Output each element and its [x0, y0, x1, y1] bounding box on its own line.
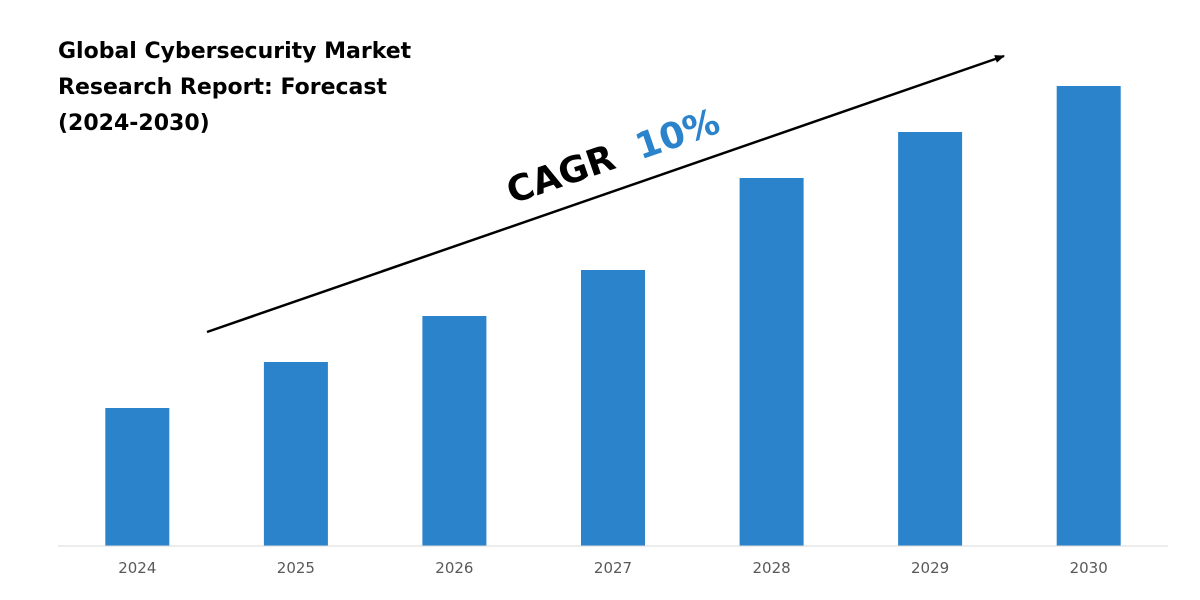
x-tick-label-2027: 2027 — [594, 559, 632, 577]
x-tick-label-2029: 2029 — [911, 559, 949, 577]
x-tick-label-2024: 2024 — [118, 559, 156, 577]
chart-title-line-1: Global Cybersecurity Market — [58, 39, 412, 64]
bar-2025 — [263, 362, 328, 546]
cagr-label: CAGR — [502, 137, 621, 212]
bar-2028 — [739, 178, 804, 546]
bar-2026 — [422, 316, 487, 546]
x-tick-label-2028: 2028 — [753, 559, 791, 577]
bar-2030 — [1056, 86, 1121, 546]
trend-arrow — [206, 54, 1005, 334]
bar-2029 — [898, 132, 963, 546]
x-tick-label-2030: 2030 — [1070, 559, 1108, 577]
cagr-annotation: CAGR 10% — [502, 101, 726, 212]
x-tick-label-2025: 2025 — [277, 559, 315, 577]
bars-group — [105, 86, 1121, 546]
chart-title-line-2: Research Report: Forecast — [58, 75, 387, 100]
chart-title: Global Cybersecurity Market Research Rep… — [58, 39, 412, 136]
bar-2027 — [581, 270, 645, 546]
bar-2024 — [105, 408, 170, 546]
x-tick-labels: 2024 2025 2026 2027 2028 2029 2030 — [118, 559, 1108, 577]
x-tick-label-2026: 2026 — [435, 559, 473, 577]
chart-title-line-3: (2024-2030) — [58, 111, 210, 136]
